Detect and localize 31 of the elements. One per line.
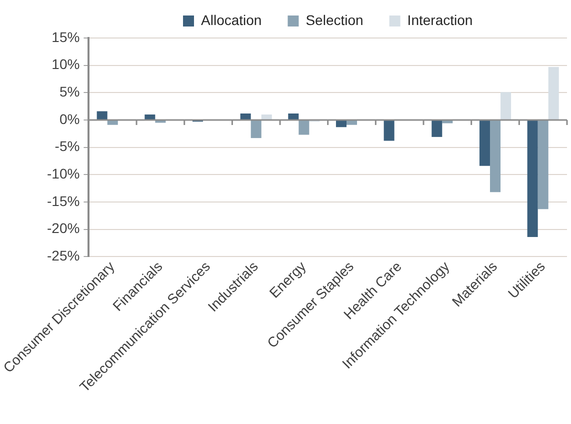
bar bbox=[490, 120, 501, 192]
y-tick-label: -15% bbox=[47, 192, 80, 209]
bar bbox=[298, 120, 310, 135]
y-tick-label: -25% bbox=[47, 248, 80, 264]
bar bbox=[432, 120, 442, 137]
y-tick-label: -10% bbox=[47, 166, 80, 182]
bar bbox=[548, 66, 559, 120]
y-tick-label: 0% bbox=[59, 110, 80, 127]
bar bbox=[261, 114, 272, 120]
bar bbox=[527, 120, 538, 237]
bar bbox=[479, 120, 490, 166]
bar bbox=[288, 113, 299, 120]
y-tick-label: 5% bbox=[59, 84, 80, 100]
y-tick-label: -5% bbox=[54, 138, 80, 154]
bar bbox=[144, 114, 156, 120]
bar bbox=[240, 113, 251, 120]
bar bbox=[250, 120, 262, 138]
y-tick-label: 15% bbox=[52, 28, 80, 45]
bar bbox=[500, 92, 512, 120]
bar bbox=[346, 120, 358, 125]
bar bbox=[442, 120, 453, 124]
bar bbox=[96, 111, 108, 120]
bar bbox=[384, 120, 394, 141]
legend-label: Selection bbox=[306, 12, 364, 28]
bar bbox=[538, 120, 548, 210]
bar bbox=[107, 120, 118, 125]
y-tick-label: -20% bbox=[47, 220, 80, 236]
legend-label: Interaction bbox=[407, 12, 473, 28]
bar bbox=[336, 120, 347, 128]
y-tick-label: 10% bbox=[52, 56, 80, 72]
legend-label: Allocation bbox=[201, 12, 262, 28]
